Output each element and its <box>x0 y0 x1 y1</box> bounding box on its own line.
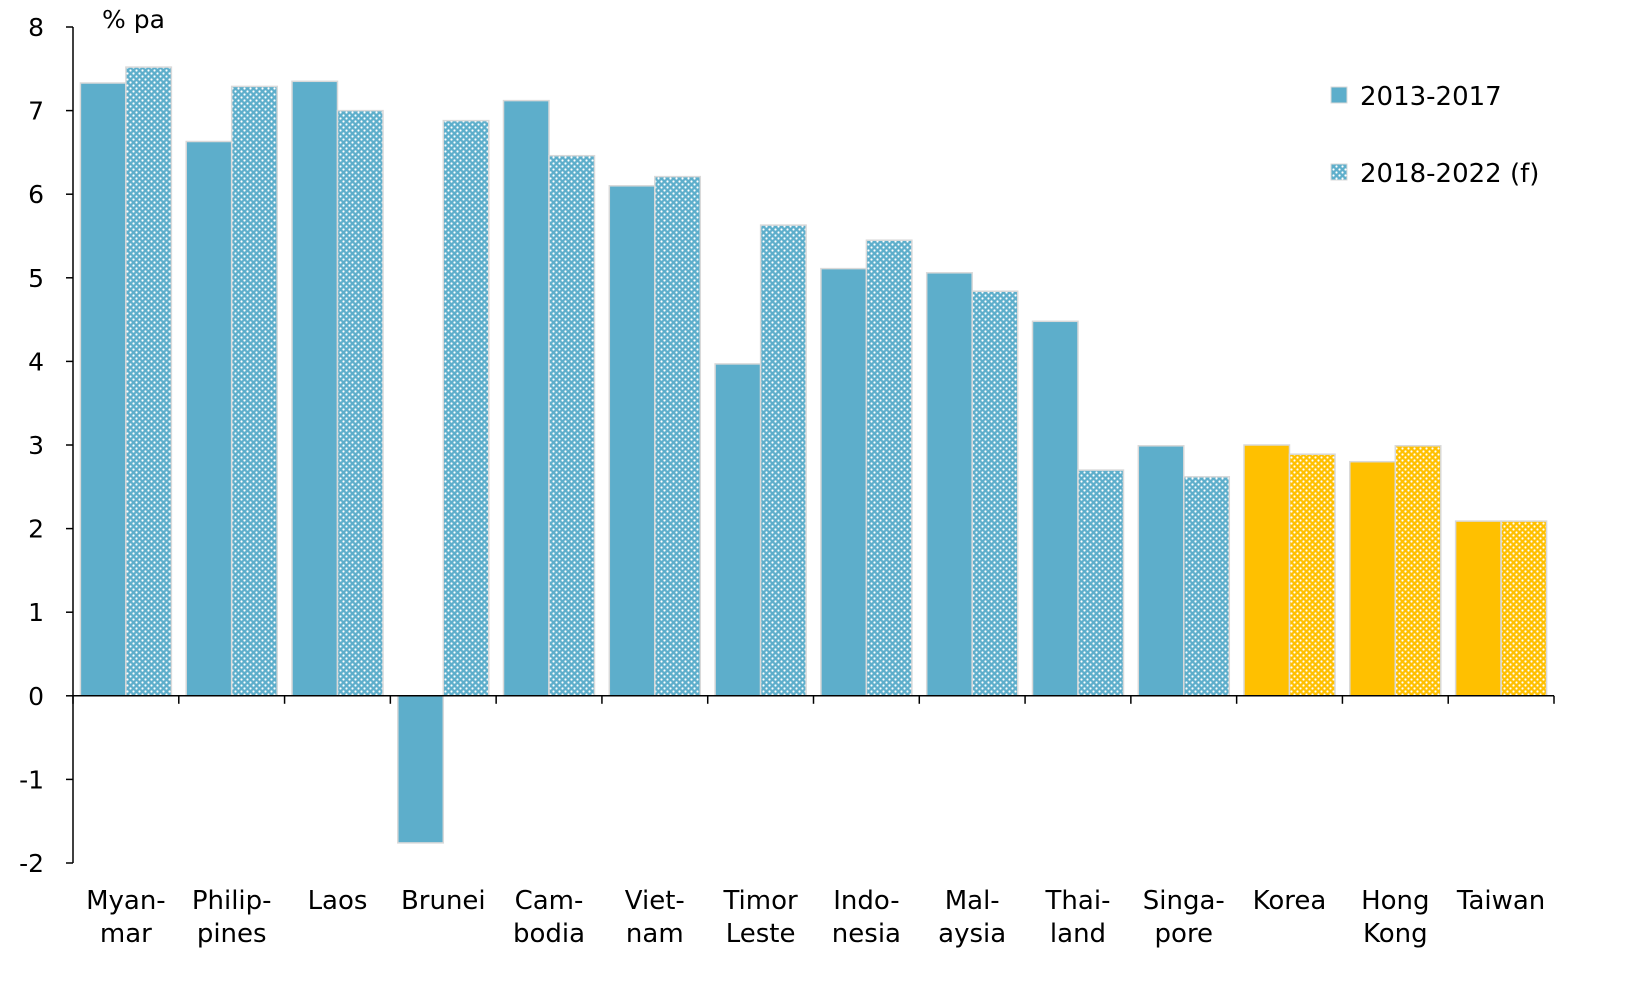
bar-series2-8 <box>971 290 1019 697</box>
x-category-label-line: nesia <box>832 919 901 949</box>
x-category-label: Mal-aysia <box>938 886 1006 949</box>
bar-series1-8 <box>925 272 973 697</box>
bar-series2-3 <box>442 119 490 697</box>
x-category-label: Taiwan <box>1456 886 1545 916</box>
x-category-label-line: aysia <box>938 919 1006 949</box>
axes-group <box>66 26 1555 864</box>
y-axis-unit-label: % pa <box>102 5 165 34</box>
x-category-label: Viet-nam <box>625 886 685 949</box>
y-tick-label: 7 <box>28 97 44 126</box>
bar-series1-5 <box>608 185 656 697</box>
bar-series2-13 <box>1500 520 1548 697</box>
y-tick-label: 4 <box>28 347 44 376</box>
x-category-label-line: land <box>1050 919 1106 949</box>
bar-series2-1 <box>230 85 278 697</box>
bar-series2-4 <box>548 154 596 697</box>
x-category-label-line: Kong <box>1363 919 1428 949</box>
y-tick-label: 2 <box>28 515 44 544</box>
y-tick-label: 3 <box>28 431 44 460</box>
x-category-label: Timor Leste <box>722 886 798 949</box>
x-category-label-line: Hong <box>1361 886 1429 916</box>
bar-series1-10 <box>1137 445 1185 697</box>
bar-series2-12 <box>1394 445 1442 697</box>
x-category-label-line: Indo- <box>833 886 899 916</box>
bar-series2-9 <box>1077 469 1125 697</box>
x-category-label: Brunei <box>401 886 486 916</box>
y-tick-label: 1 <box>28 598 44 627</box>
bar-series2-0 <box>125 66 173 697</box>
x-category-label-line: Timor <box>722 886 798 916</box>
x-category-label: Philip-pines <box>192 886 272 949</box>
x-category-label: Myan-mar <box>86 886 166 949</box>
x-category-label-line: pines <box>197 919 267 949</box>
bar-series2-5 <box>654 175 702 697</box>
bar-series2-2 <box>336 109 384 697</box>
x-category-label-line: bodia <box>513 919 585 949</box>
bar-series1-13 <box>1454 520 1502 697</box>
y-tick-label: -1 <box>19 765 44 794</box>
x-category-label: Hong Kong <box>1361 886 1429 949</box>
x-category-label-line: Myan- <box>86 886 166 916</box>
x-category-label: Singa-pore <box>1143 886 1225 949</box>
bar-series1-11 <box>1243 444 1291 697</box>
bar-series1-6 <box>714 363 762 697</box>
bar-series1-7 <box>820 267 868 697</box>
x-category-label-line: Viet- <box>625 886 685 916</box>
x-category-label-line: Korea <box>1253 886 1327 916</box>
legend: 2013-2017 2018-2022 (f) <box>1330 82 1539 189</box>
bar-series1-1 <box>185 140 233 697</box>
bars-group <box>79 66 1548 844</box>
x-category-label-line: Singa- <box>1143 886 1225 916</box>
bar-series2-6 <box>759 224 807 697</box>
x-category-label: Cam-bodia <box>513 886 585 949</box>
x-category-label-line: mar <box>100 919 152 949</box>
bar-series1-4 <box>502 99 550 697</box>
y-tick-label: 6 <box>28 180 44 209</box>
y-tick-label: 8 <box>28 13 44 42</box>
legend-swatch-2 <box>1330 163 1348 181</box>
x-category-label-line: Thai- <box>1045 886 1111 916</box>
x-category-label-line: nam <box>626 919 684 949</box>
x-category-label-line: Cam- <box>515 886 584 916</box>
x-category-label-line: Leste <box>726 919 796 949</box>
bar-series1-12 <box>1349 460 1397 697</box>
legend-label-2: 2018-2022 (f) <box>1360 159 1539 189</box>
bar-series2-7 <box>865 239 913 697</box>
legend-swatch-1 <box>1330 86 1348 104</box>
bar-series1-2 <box>291 80 339 697</box>
legend-label-1: 2013-2017 <box>1360 82 1502 112</box>
x-category-label: Thai-land <box>1045 886 1111 949</box>
y-tick-label: 0 <box>28 682 44 711</box>
bar-series1-3 <box>397 695 445 844</box>
x-category-label-line: Brunei <box>401 886 486 916</box>
y-tick-label: -2 <box>19 849 44 878</box>
x-category-label: Laos <box>308 886 368 916</box>
x-category-label-line: Laos <box>308 886 368 916</box>
y-tick-label: 5 <box>28 264 44 293</box>
x-category-label-line: Taiwan <box>1456 886 1545 916</box>
bar-series2-11 <box>1288 453 1336 697</box>
x-category-label-line: pore <box>1155 919 1214 949</box>
bar-series1-9 <box>1031 320 1079 697</box>
x-category-label-line: Philip- <box>192 886 272 916</box>
x-category-label: Korea <box>1253 886 1327 916</box>
tick-labels-group: -2 -1 0 1 2 3 4 5 6 7 8 Myan-mar Philip-pines Laos Bru… <box>19 13 1545 949</box>
bar-series2-10 <box>1183 476 1231 697</box>
x-category-label: Indo-nesia <box>832 886 901 949</box>
bar-series1-0 <box>79 82 127 697</box>
x-category-label-line: Mal- <box>945 886 1000 916</box>
